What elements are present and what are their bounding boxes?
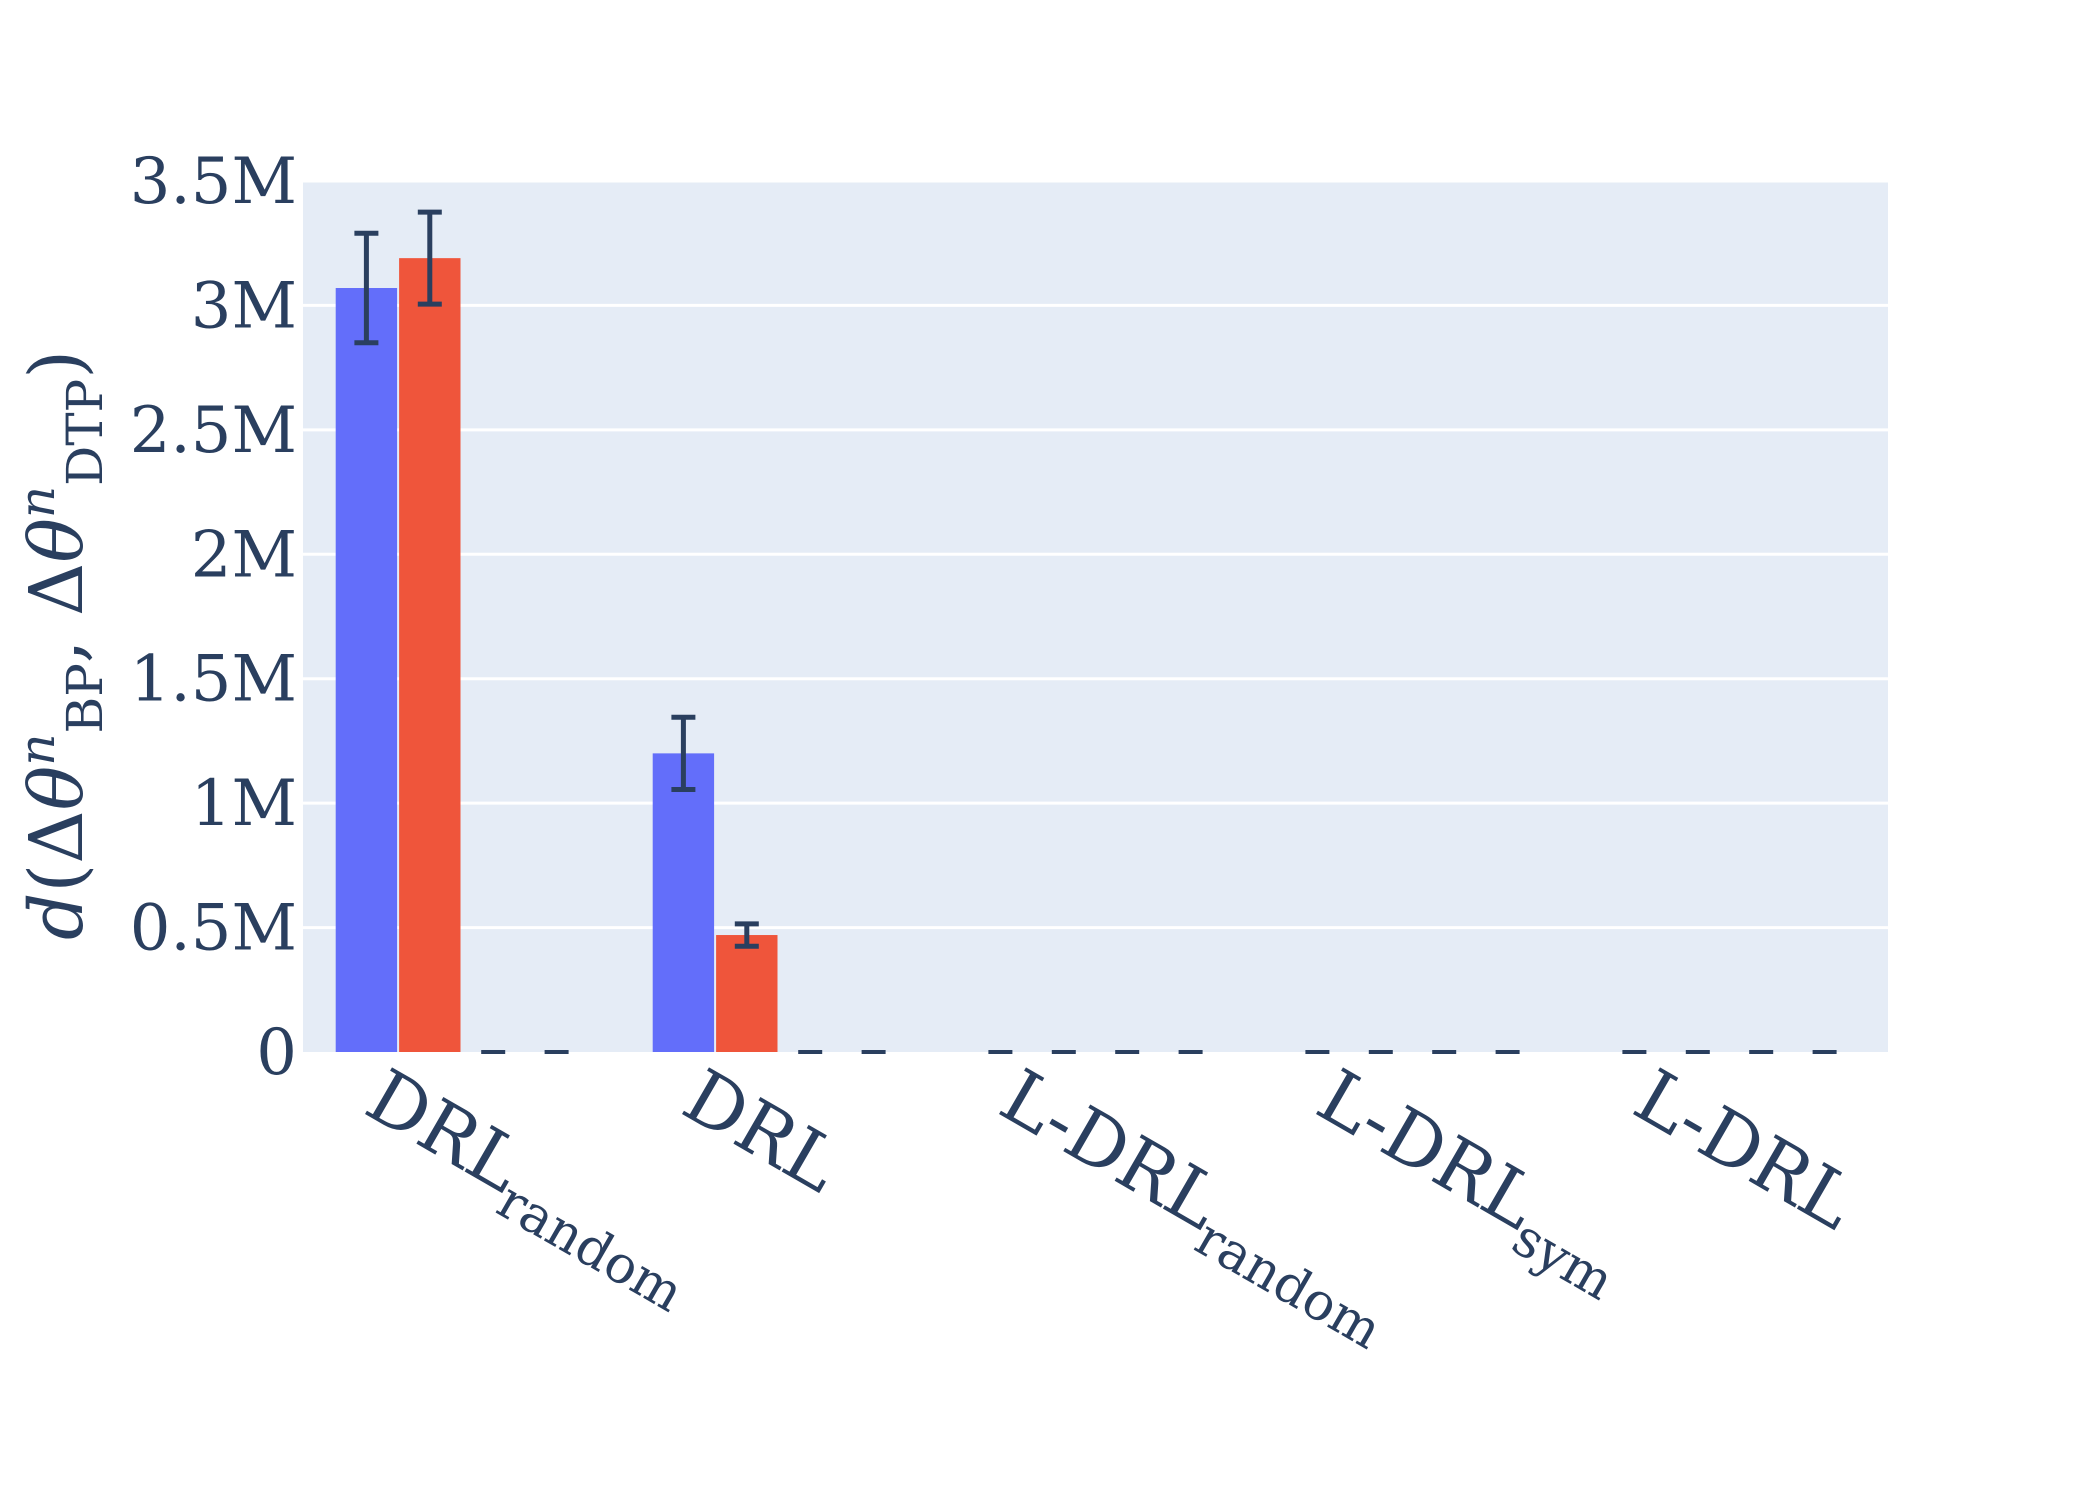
x-tick-label-main: DRL	[670, 1053, 855, 1210]
x-tick-label: DRL	[670, 1053, 855, 1210]
y-axis-title-part: θ	[14, 518, 100, 563]
y-axis-title-part: (Δ	[14, 810, 100, 892]
bar	[335, 288, 398, 1053]
y-axis-title-part: BP	[56, 663, 114, 733]
y-axis-title-part: d	[14, 893, 100, 940]
y-axis-title-part: n	[8, 734, 66, 766]
x-tick-label-main: L-DRL	[987, 1053, 1236, 1247]
y-tick-label: 2M	[191, 518, 297, 592]
y-tick-label: 0	[256, 1016, 297, 1090]
y-axis-title-part: )	[14, 350, 100, 379]
x-tick-label: DRLrandom	[345, 1053, 714, 1324]
x-tick-label: L-DRLsym	[1296, 1053, 1644, 1312]
plot-area	[303, 181, 1888, 1052]
bar	[716, 935, 778, 1052]
x-tick-label-sub: random	[1185, 1208, 1391, 1362]
y-axis-title-part: n	[8, 486, 66, 518]
y-tick-label: 2.5M	[130, 394, 297, 468]
y-tick-label: 3.5M	[130, 145, 297, 219]
y-axis-title-part: DTP	[56, 379, 114, 486]
x-tick-label-sub: random	[487, 1171, 693, 1325]
y-axis-title-part: θ	[14, 766, 100, 811]
y-tick-label: 1.5M	[130, 643, 297, 717]
x-tick-label-main: L-DRL	[1621, 1053, 1870, 1247]
bar	[399, 258, 461, 1052]
bar	[652, 753, 715, 1052]
y-axis-title-part: , Δ	[14, 563, 100, 664]
y-tick-label: 3M	[191, 269, 297, 343]
y-tick-label: 1M	[191, 767, 297, 841]
x-tick-label-main: L-DRL	[1304, 1053, 1553, 1247]
y-axis-title: d(ΔθnBP, ΔθnDTP)	[8, 350, 114, 940]
x-tick-label: L-DRL	[1621, 1053, 1870, 1247]
y-tick-label: 0.5M	[130, 892, 297, 966]
